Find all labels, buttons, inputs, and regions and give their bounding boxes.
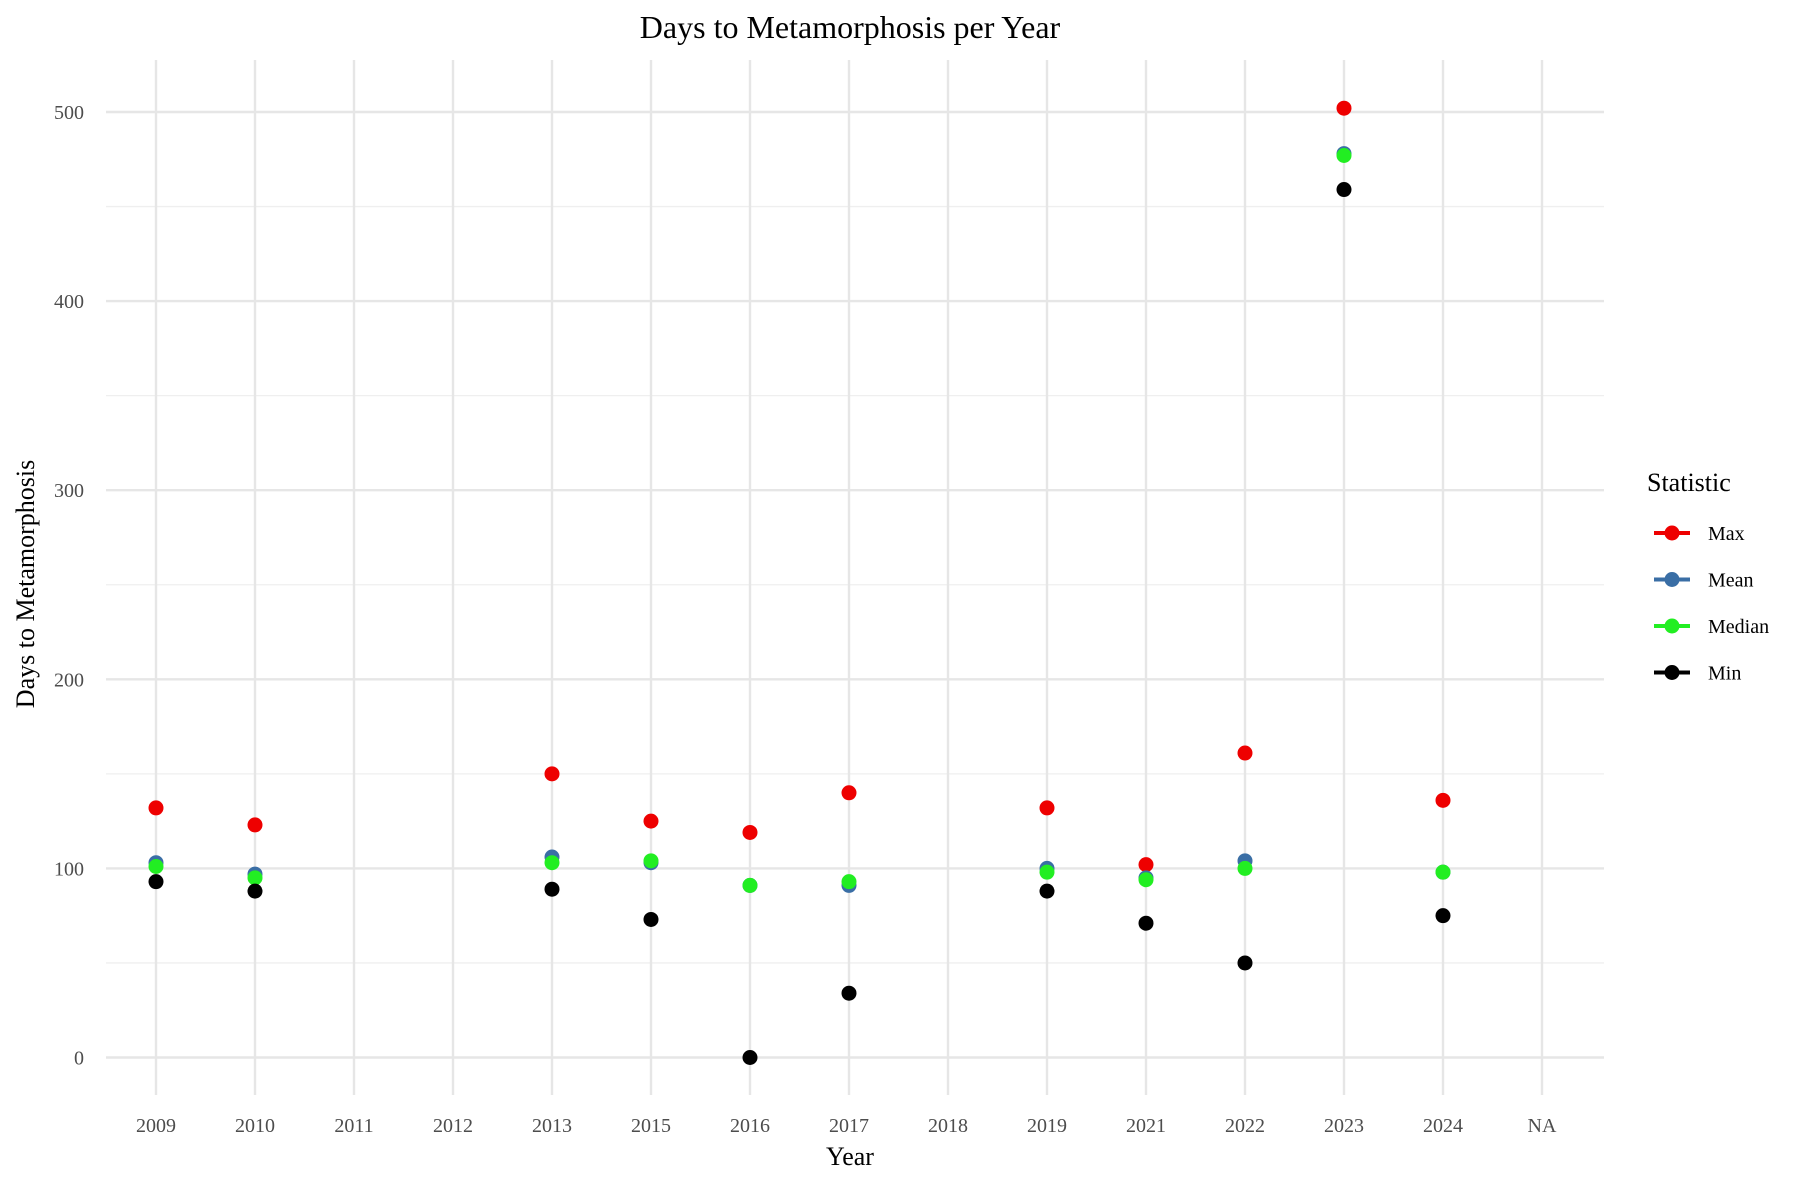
point-max-2010: [247, 817, 263, 833]
x-tick-label: 2012: [433, 1115, 473, 1137]
point-max-2024: [1435, 792, 1451, 808]
x-tick-label: 2024: [1423, 1115, 1463, 1137]
point-median-2023: [1336, 147, 1352, 163]
x-tick-label: 2009: [136, 1115, 176, 1137]
point-max-2009: [148, 800, 164, 816]
y-tick-label: 400: [54, 291, 84, 313]
x-tick-label: 2017: [829, 1115, 869, 1137]
point-min-2013: [544, 881, 560, 897]
x-tick-label: 2019: [1027, 1115, 1067, 1137]
point-min-2024: [1435, 908, 1451, 924]
point-min-2023: [1336, 182, 1352, 198]
point-min-2016: [742, 1050, 758, 1065]
legend-label-mean: Mean: [1708, 570, 1754, 592]
point-max-2013: [544, 766, 560, 782]
legend-label-median: Median: [1708, 616, 1769, 638]
x-tick-label: 2018: [928, 1115, 968, 1137]
legend-key-mean: [1664, 572, 1680, 587]
y-tick-label: 200: [54, 669, 84, 691]
x-tick-label: 2016: [730, 1115, 770, 1137]
point-min-2019: [1039, 883, 1055, 899]
point-median-2015: [643, 853, 659, 869]
point-median-2024: [1435, 864, 1451, 880]
y-axis-title: Days to Metamorphosis: [11, 460, 40, 708]
grid: [106, 60, 1604, 1095]
point-median-2022: [1237, 860, 1253, 876]
point-min-2010: [247, 883, 263, 899]
point-max-2019: [1039, 800, 1055, 816]
point-min-2009: [148, 874, 164, 890]
point-median-2021: [1138, 872, 1154, 888]
x-axis-title: Year: [826, 1142, 874, 1171]
point-min-2022: [1237, 955, 1253, 971]
x-tick-label: 2011: [334, 1115, 373, 1137]
y-tick-label: 300: [54, 480, 84, 502]
x-tick-label: 2023: [1324, 1115, 1364, 1137]
point-max-2021: [1138, 857, 1154, 873]
chart-title: Days to Metamorphosis per Year: [640, 9, 1061, 45]
point-max-2015: [643, 813, 659, 829]
legend-label-min: Min: [1708, 663, 1741, 685]
x-tick-label: 2022: [1225, 1115, 1265, 1137]
x-tick-label: NA: [1528, 1115, 1557, 1137]
point-median-2019: [1039, 864, 1055, 880]
y-axis-ticks: 0 100 200 300 400 500: [54, 102, 84, 1070]
legend-key-max: [1664, 525, 1680, 541]
point-median-2016: [742, 877, 758, 893]
x-tick-label: 2013: [532, 1115, 572, 1137]
point-median-2013: [544, 855, 560, 871]
x-axis-ticks: 2009 2010 2011 2012 2013 2015 2016 2017 2018 2019…: [136, 1115, 1557, 1137]
point-max-2016: [742, 824, 758, 840]
point-max-2017: [841, 785, 857, 801]
point-max-2022: [1237, 745, 1253, 761]
x-tick-label: 2010: [235, 1115, 275, 1137]
point-max-2023: [1336, 100, 1352, 116]
point-median-2010: [247, 870, 263, 886]
point-median-2017: [841, 874, 857, 890]
legend-key-min: [1664, 665, 1680, 680]
point-min-2015: [643, 911, 659, 927]
legend-title: Statistic: [1647, 468, 1731, 497]
y-tick-label: 100: [54, 858, 84, 880]
data-points: [148, 100, 1451, 1065]
legend-label-max: Max: [1708, 523, 1745, 545]
y-tick-label: 0: [74, 1048, 84, 1070]
legend: Statistic Max Mean Median Min: [1647, 468, 1769, 685]
point-median-2009: [148, 859, 164, 875]
point-min-2021: [1138, 915, 1154, 931]
x-tick-label: 2021: [1126, 1115, 1166, 1137]
legend-key-median: [1664, 618, 1680, 634]
y-tick-label: 500: [54, 102, 84, 124]
point-min-2017: [841, 985, 857, 1001]
x-tick-label: 2015: [631, 1115, 671, 1137]
